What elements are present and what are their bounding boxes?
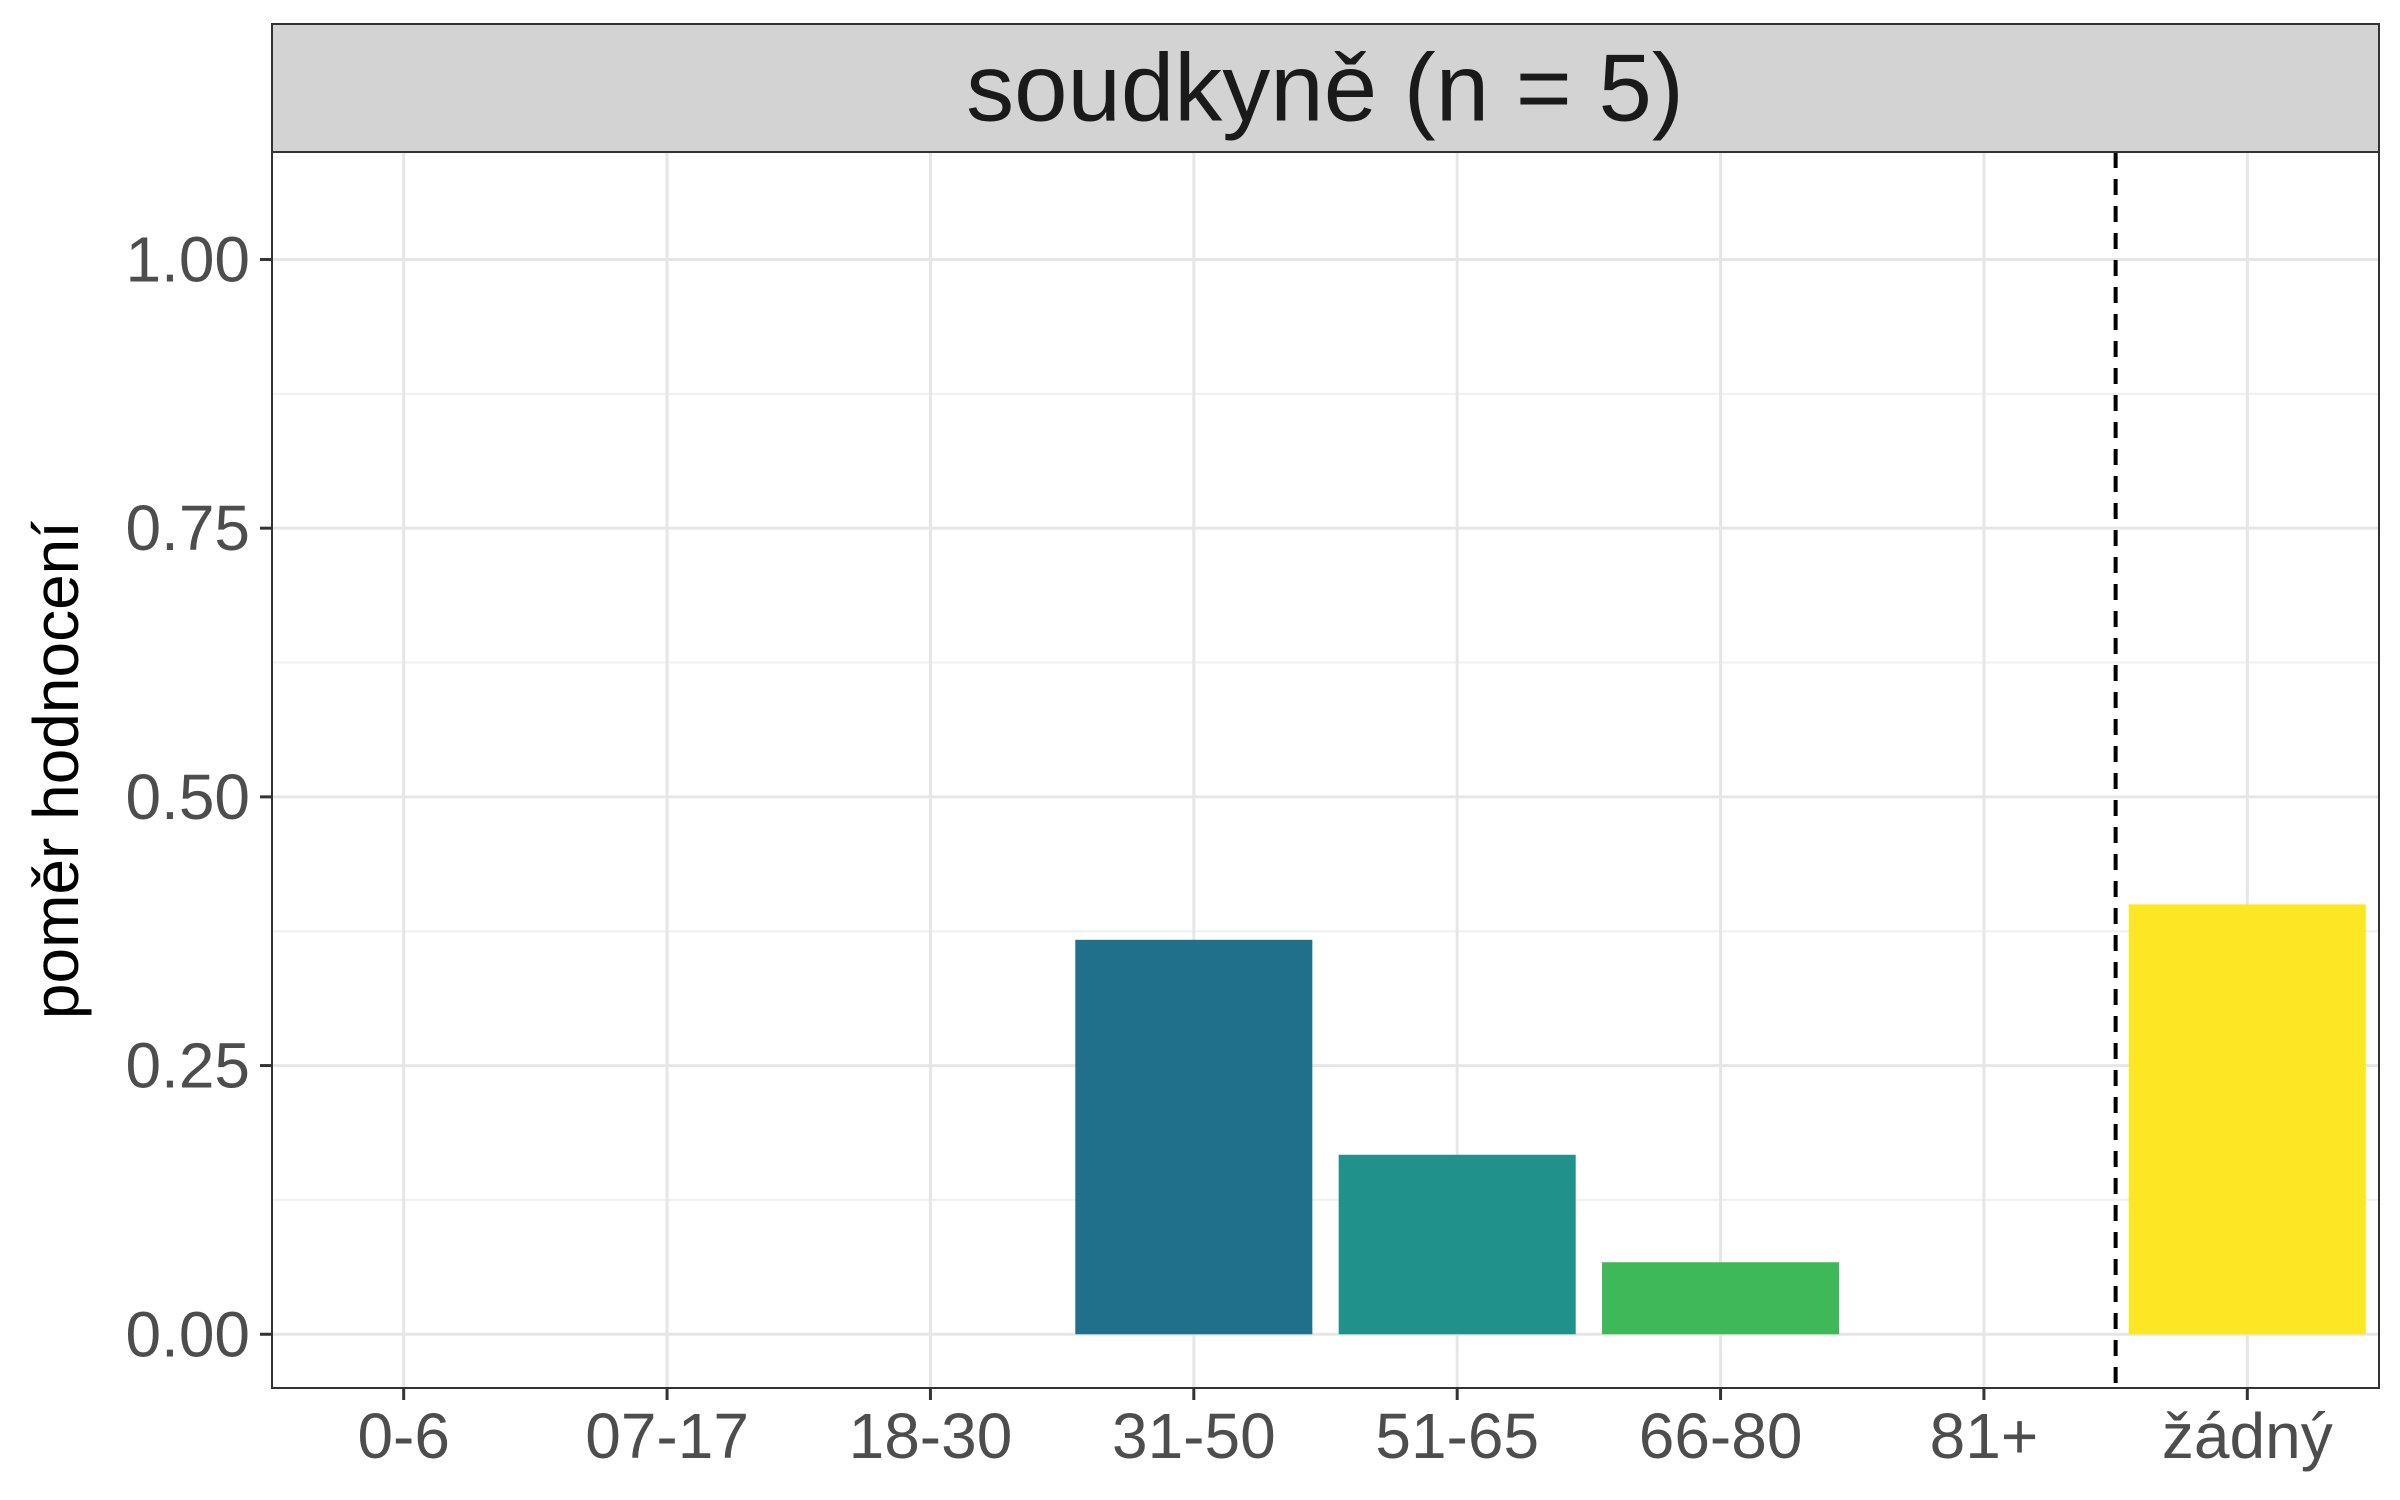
bar-31-50 [1075, 939, 1313, 1335]
y-tick-label: 0.25 [125, 1030, 250, 1102]
x-tick-label: 18-30 [849, 1400, 1013, 1472]
y-tick-label: 0.75 [125, 492, 250, 564]
x-tick-label: 0-6 [357, 1400, 450, 1472]
y-tick-label: 0.50 [125, 761, 250, 833]
x-tick-label: 07-17 [585, 1400, 749, 1472]
plot-panel [272, 152, 2379, 1388]
x-tick-label: 51-65 [1375, 1400, 1539, 1472]
x-tick-label: žádný [2162, 1400, 2333, 1472]
bar-žádný [2128, 904, 2366, 1335]
chart-title: soudkyně (n = 5) [966, 34, 1684, 141]
y-tick-label: 0.00 [125, 1298, 250, 1370]
y-tick-label: 1.00 [125, 223, 250, 295]
bar-51-65 [1338, 1154, 1576, 1335]
gridlines [272, 152, 2379, 1388]
bars [1075, 904, 2366, 1335]
x-tick-label: 31-50 [1112, 1400, 1276, 1472]
plot-panel-border [271, 151, 2380, 1389]
x-tick-label: 81+ [1930, 1400, 2039, 1472]
facet-strip [271, 23, 2380, 153]
y-axis-title: poměr hodnocení [20, 521, 92, 1019]
bar-66-80 [1602, 1262, 1840, 1335]
axis-ticks: 0.00 0.25 0.50 0.75 1.00 0-6 07-17 18-30 31-50 51… [125, 223, 2332, 1472]
x-tick-label: 66-80 [1639, 1400, 1803, 1472]
